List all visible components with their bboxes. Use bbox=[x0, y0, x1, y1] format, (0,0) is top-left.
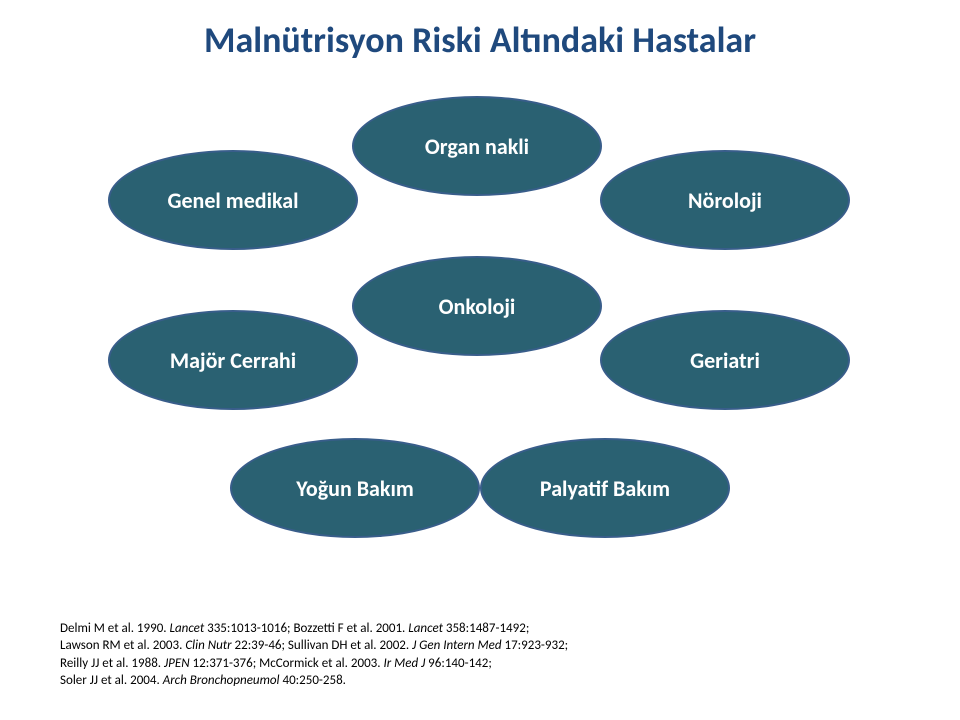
reference-line-1: Delmi M et al. 1990. Lancet 335:1013-101… bbox=[60, 620, 568, 638]
ellipse-geriatri: Geriatri bbox=[600, 310, 850, 410]
ellipse-label: Majör Cerrahi bbox=[170, 347, 296, 374]
ellipse-label: Palyatif Bakım bbox=[540, 475, 670, 502]
reference-line-2: Lawson RM et al. 2003. Clin Nutr 22:39-4… bbox=[60, 637, 568, 655]
ellipse-genel-medikal: Genel medikal bbox=[108, 150, 358, 250]
reference-line-3: Reilly JJ et al. 1988. JPEN 12:371-376; … bbox=[60, 655, 568, 673]
ref-text: 22:39-46; Sullivan DH et al. 2002. bbox=[232, 638, 413, 653]
ref-text: Lawson RM et al. 2003. bbox=[60, 638, 185, 653]
ellipse-label: Onkoloji bbox=[439, 293, 516, 320]
ref-italic: JPEN bbox=[164, 656, 190, 671]
ref-text: 358:1487-1492; bbox=[443, 621, 529, 636]
references-block: Delmi M et al. 1990. Lancet 335:1013-101… bbox=[60, 620, 568, 690]
ellipse-label: Geriatri bbox=[690, 347, 760, 374]
slide-title: Malnütrisyon Riski Altındaki Hastalar bbox=[0, 18, 960, 62]
ref-italic: Arch Bronchopneumol bbox=[163, 673, 280, 688]
ref-text: 12:371-376; McCormick et al. 2003. bbox=[190, 656, 384, 671]
ref-text: 335:1013-1016; Bozzetti F et al. 2001. bbox=[204, 621, 408, 636]
ref-italic: Ir Med J bbox=[383, 656, 425, 671]
ellipse-label: Nöroloji bbox=[688, 187, 762, 214]
ref-text: 96:140-142; bbox=[425, 656, 492, 671]
ref-italic: Lancet bbox=[170, 621, 205, 636]
ref-italic: J Gen Intern Med bbox=[412, 638, 501, 653]
ellipse-organ-nakli: Organ nakli bbox=[352, 96, 602, 196]
ref-italic: Lancet bbox=[408, 621, 443, 636]
ellipse-palyatif-bakim: Palyatif Bakım bbox=[480, 438, 730, 538]
ellipse-label: Genel medikal bbox=[167, 187, 298, 214]
ellipse-noroloji: Nöroloji bbox=[600, 150, 850, 250]
ref-text: Reilly JJ et al. 1988. bbox=[60, 656, 164, 671]
ref-text: 17:923-932; bbox=[502, 638, 569, 653]
ref-text: Soler JJ et al. 2004. bbox=[60, 673, 163, 688]
ellipse-onkoloji: Onkoloji bbox=[352, 256, 602, 356]
ellipse-label: Organ nakli bbox=[425, 133, 529, 160]
ref-text: 40:250-258. bbox=[280, 673, 346, 688]
slide: Malnütrisyon Riski Altındaki Hastalar Or… bbox=[0, 0, 960, 720]
ref-text: Delmi M et al. 1990. bbox=[60, 621, 170, 636]
ref-italic: Clin Nutr bbox=[185, 638, 231, 653]
ellipse-label: Yoğun Bakım bbox=[296, 475, 414, 502]
ellipse-yogun-bakim: Yoğun Bakım bbox=[230, 438, 480, 538]
ellipse-major-cerrahi: Majör Cerrahi bbox=[108, 310, 358, 410]
reference-line-4: Soler JJ et al. 2004. Arch Bronchopneumo… bbox=[60, 672, 568, 690]
